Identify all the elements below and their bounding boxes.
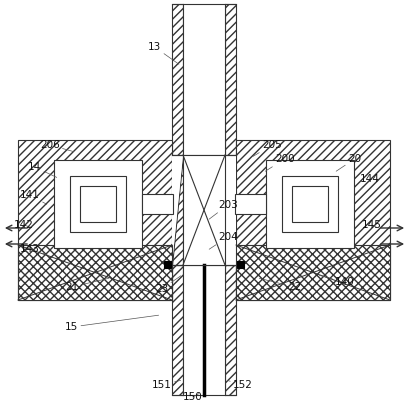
Text: 206: 206: [40, 140, 74, 152]
Bar: [142, 194, 173, 214]
Bar: [292, 186, 328, 222]
Text: 14: 14: [28, 162, 57, 178]
Bar: [172, 4, 183, 155]
Text: 20: 20: [336, 154, 361, 171]
Bar: [80, 186, 116, 222]
Bar: [172, 265, 183, 395]
Bar: [237, 261, 244, 268]
Text: 203: 203: [209, 200, 238, 219]
Text: 13: 13: [148, 42, 179, 64]
Text: 15: 15: [65, 315, 159, 332]
Bar: [18, 245, 172, 300]
Bar: [18, 140, 172, 300]
Bar: [236, 245, 390, 300]
Bar: [164, 261, 171, 268]
Bar: [266, 160, 354, 248]
Text: 204: 204: [209, 232, 238, 249]
Text: 144: 144: [359, 174, 380, 191]
Bar: [183, 265, 225, 395]
Text: 21: 21: [65, 278, 109, 292]
Bar: [70, 176, 126, 232]
Bar: [266, 160, 354, 248]
Bar: [80, 186, 116, 222]
Bar: [282, 176, 338, 232]
Bar: [282, 176, 338, 232]
Text: 142: 142: [14, 220, 34, 230]
Polygon shape: [172, 155, 183, 265]
Text: 141: 141: [20, 190, 47, 204]
Polygon shape: [172, 155, 183, 265]
Bar: [292, 186, 328, 222]
Polygon shape: [225, 155, 236, 265]
Text: 150: 150: [183, 392, 203, 402]
Bar: [54, 160, 142, 248]
Bar: [225, 265, 236, 395]
Text: 145: 145: [362, 220, 382, 230]
Text: 143: 143: [20, 244, 47, 254]
Text: 152: 152: [227, 380, 253, 390]
Polygon shape: [183, 155, 225, 265]
Text: 140: 140: [319, 275, 355, 287]
Text: 151: 151: [152, 380, 181, 390]
Polygon shape: [225, 155, 236, 265]
Bar: [225, 4, 236, 155]
Bar: [183, 4, 225, 155]
Bar: [236, 140, 390, 300]
Text: 22: 22: [259, 278, 301, 292]
Text: 23: 23: [155, 276, 181, 294]
Text: 200: 200: [265, 154, 294, 171]
Bar: [235, 194, 266, 214]
Bar: [70, 176, 126, 232]
Bar: [54, 160, 142, 248]
Text: 205: 205: [253, 140, 282, 156]
